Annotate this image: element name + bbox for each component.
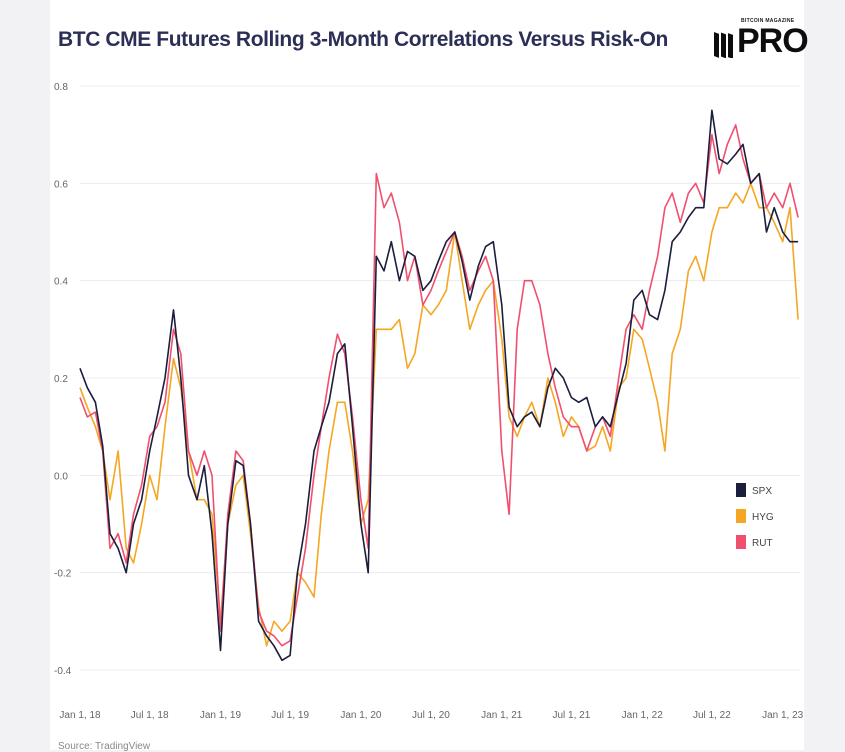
x-tick-label: Jul 1, 22 — [693, 710, 731, 721]
y-tick-label: -0.2 — [54, 569, 72, 580]
y-tick-label: 0.4 — [54, 277, 68, 288]
legend-swatch-hyg — [736, 509, 746, 523]
chart-card — [50, 0, 804, 750]
x-tick-label: Jan 1, 22 — [622, 710, 664, 721]
y-tick-label: 0.0 — [54, 471, 68, 482]
y-tick-label: 0.8 — [54, 82, 68, 93]
y-tick-label: 0.6 — [54, 179, 68, 190]
x-axis-labels: Jan 1, 18 Jul 1, 18 Jan 1, 19 Jul 1, 19 Jan … — [59, 710, 803, 721]
source-note: Source: TradingView — [58, 741, 151, 752]
series-line-rut — [79, 124, 799, 647]
x-tick-label: Jan 1, 18 — [59, 710, 101, 721]
legend-swatch-spx — [736, 483, 746, 497]
logo-small-text: BITCOIN MAGAZINE — [741, 18, 795, 24]
x-tick-label: Jan 1, 23 — [762, 710, 804, 721]
y-axis-labels: -0.4 -0.2 0.0 0.2 0.4 0.6 0.8 — [54, 82, 72, 677]
legend-label-rut: RUT — [752, 538, 773, 549]
logo-text: PRO — [737, 22, 809, 60]
legend-label-spx: SPX — [752, 486, 772, 497]
brand-logo: BITCOIN MAGAZINE PRO — [714, 18, 809, 62]
x-tick-label: Jan 1, 21 — [481, 710, 523, 721]
series-lines — [79, 109, 799, 662]
logo-mark-icon — [714, 32, 733, 58]
legend-swatch-rut — [736, 535, 746, 549]
x-tick-label: Jul 1, 19 — [271, 710, 309, 721]
y-tick-label: 0.2 — [54, 374, 68, 385]
grid-lines — [80, 85, 800, 671]
x-tick-label: Jan 1, 19 — [200, 710, 242, 721]
legend-label-hyg: HYG — [752, 512, 774, 523]
x-tick-label: Jan 1, 20 — [340, 710, 382, 721]
series-line-spx — [79, 109, 799, 662]
legend: SPX HYG RUT — [736, 483, 774, 549]
x-tick-label: Jul 1, 21 — [553, 710, 591, 721]
y-tick-label: -0.4 — [54, 666, 72, 677]
x-tick-label: Jul 1, 18 — [131, 710, 169, 721]
chart-title: BTC CME Futures Rolling 3-Month Correlat… — [58, 28, 668, 51]
x-tick-label: Jul 1, 20 — [412, 710, 450, 721]
series-line-hyg — [79, 182, 799, 647]
